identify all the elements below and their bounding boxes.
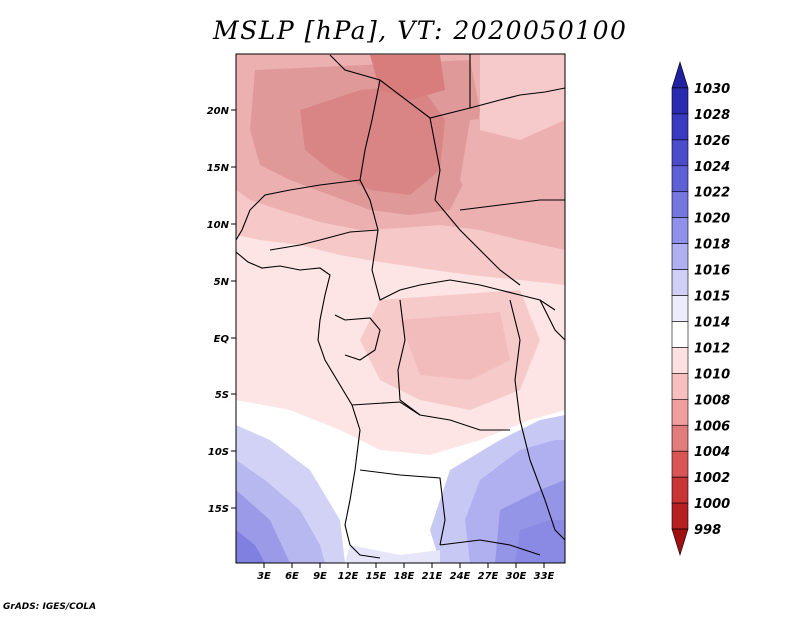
colorbar-swatch (671, 373, 689, 400)
lon-label: 27E (478, 571, 499, 582)
colorbar-swatch (671, 243, 689, 270)
lon-label: 18E (394, 571, 415, 582)
lat-label: 10S (208, 447, 229, 458)
lat-label: 15N (207, 163, 230, 174)
colorbar-label: 1008 (694, 393, 730, 408)
colorbar-swatch (671, 165, 689, 193)
colorbar-label: 1002 (694, 471, 730, 486)
colorbar-swatch (671, 217, 689, 244)
lat-label: 5S (215, 390, 229, 401)
lon-label: 6E (285, 571, 299, 582)
colorbar-swatch (671, 60, 689, 89)
colorbar-swatch (671, 528, 689, 557)
lon-label: 15E (366, 571, 387, 582)
colorbar-swatch (671, 321, 689, 348)
colorbar-label: 1014 (694, 315, 730, 330)
colorbar-label: 1015 (694, 290, 730, 305)
lon-label: 33E (534, 571, 555, 582)
colorbar-swatch (671, 399, 689, 426)
lon-label: 3E (257, 571, 271, 582)
lat-label: 20N (207, 106, 230, 117)
lon-label: 30E (506, 571, 527, 582)
colorbar-swatch (671, 347, 689, 374)
colorbar-label: 998 (694, 523, 721, 538)
colorbar-swatch (671, 295, 689, 322)
colorbar-swatch (671, 191, 689, 218)
colorbar-label: 1022 (694, 186, 730, 201)
pressure-field (236, 54, 565, 563)
colorbar-label: 1016 (694, 264, 730, 279)
colorbar-label: 1018 (694, 238, 730, 253)
map-frame (235, 53, 566, 564)
colorbar-label: 1028 (694, 108, 730, 123)
colorbar-swatch (671, 502, 689, 530)
colorbar-swatch (671, 139, 689, 167)
lat-label: 15S (208, 504, 229, 515)
credit-text: GrADS: IGES/COLA (3, 602, 97, 612)
colorbar-swatch (671, 87, 689, 115)
lat-label: EQ (214, 334, 230, 345)
chart-title: MSLP [hPa], VT: 2020050100 (213, 16, 628, 45)
colorbar-label: 1006 (694, 419, 730, 434)
colorbar-label: 1000 (694, 497, 730, 512)
lat-label: 5N (214, 277, 230, 288)
colorbar-swatch (671, 269, 689, 296)
colorbar-label: 1026 (694, 134, 730, 149)
lon-axis: 3E 6E 9E 12E 15E 18E 21E 24E 27E 30E 33E (257, 563, 555, 582)
colorbar-swatch (671, 450, 689, 478)
colorbar-swatch (671, 424, 689, 452)
colorbar-label: 1020 (694, 212, 730, 227)
colorbar-swatch (671, 476, 689, 504)
colorbar-label: 1030 (694, 82, 730, 97)
lon-label: 24E (450, 571, 471, 582)
colorbar: 1030 1028 1026 1024 1022 1020 1018 1016 1015 1014… (671, 60, 730, 557)
colorbar-swatch (671, 113, 689, 141)
colorbar-label: 1024 (694, 160, 730, 175)
colorbar-label: 1004 (694, 445, 730, 460)
colorbar-label: 1012 (694, 341, 730, 356)
lon-label: 9E (313, 571, 327, 582)
lon-label: 21E (422, 571, 443, 582)
lat-label: 10N (207, 220, 230, 231)
colorbar-label: 1010 (694, 367, 730, 382)
lat-axis: 20N 15N 10N 5N EQ 5S 10S 15S (207, 106, 236, 515)
lon-label: 12E (338, 571, 359, 582)
